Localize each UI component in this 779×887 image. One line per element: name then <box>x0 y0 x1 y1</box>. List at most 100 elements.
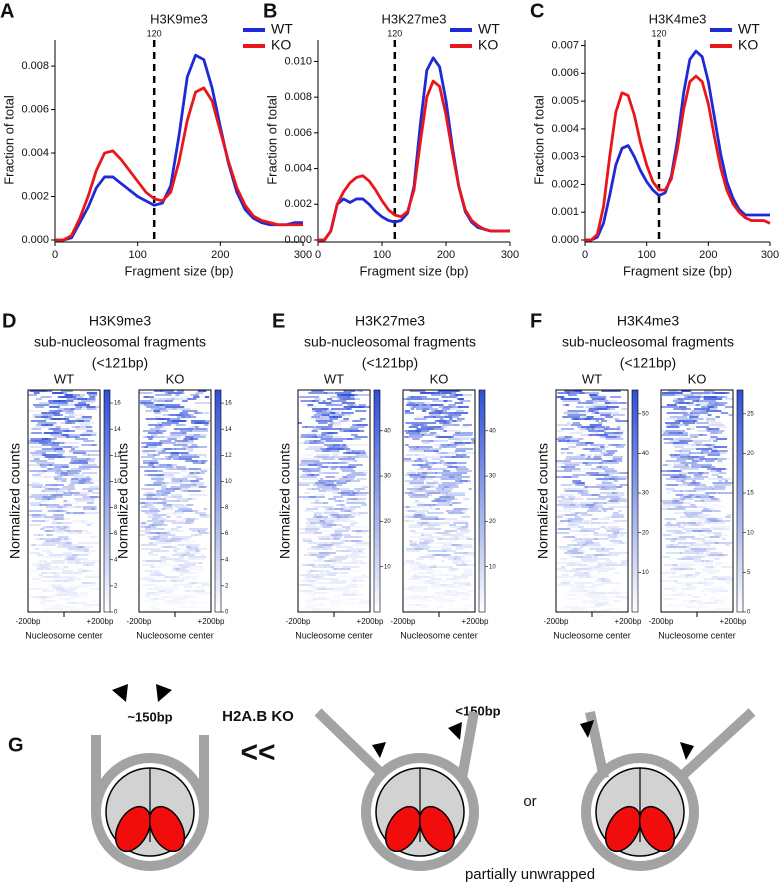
heatmap-texture <box>598 572 602 574</box>
heatmap-texture <box>665 488 674 490</box>
heatmap-texture <box>58 508 62 510</box>
heatmap-texture <box>313 426 332 428</box>
heatmap-texture <box>40 500 44 502</box>
heatmap-texture <box>454 464 465 466</box>
heatmap-texture <box>142 524 146 526</box>
heatmap-texture <box>587 524 593 526</box>
heatmap-texture <box>299 590 316 592</box>
heatmap-texture <box>435 498 454 500</box>
heatmap-texture <box>448 540 456 542</box>
heatmap-texture <box>438 484 458 486</box>
heatmap-texture <box>592 584 603 586</box>
heatmap-texture <box>725 544 730 546</box>
heatmap-texture <box>320 582 330 584</box>
heatmap-texture <box>592 598 604 600</box>
heatmap-texture <box>417 446 433 448</box>
heatmap-texture <box>429 536 445 538</box>
heatmap-texture <box>578 438 583 440</box>
heatmap-texture <box>603 540 618 542</box>
heatmap-texture <box>182 400 188 402</box>
heatmap-texture <box>336 550 343 552</box>
heatmap-texture <box>148 438 152 440</box>
heatmap-texture <box>142 560 161 562</box>
heatmap-texture <box>587 456 590 458</box>
heatmap-texture <box>568 544 580 546</box>
heatmap-texture <box>307 596 326 598</box>
heatmap-texture <box>300 562 315 564</box>
heatmap-texture <box>144 470 163 472</box>
heatmap-texture <box>148 432 163 434</box>
heatmap-texture <box>54 466 68 468</box>
heatmap-texture <box>433 450 438 452</box>
heatmap-texture <box>704 536 721 538</box>
heatmap-texture <box>446 600 454 602</box>
heatmap-texture <box>34 458 40 460</box>
heatmap-texture <box>348 494 366 496</box>
heatmap-texture <box>64 504 72 506</box>
heatmap-texture <box>189 528 208 530</box>
x-tick-label: -200bp <box>16 617 41 626</box>
heatmap-texture <box>49 494 62 496</box>
heatmap-texture <box>423 528 441 530</box>
heatmap-texture <box>80 598 90 600</box>
heatmap-texture <box>709 572 716 574</box>
heatmap-texture <box>349 464 363 466</box>
heatmap-texture <box>196 478 203 480</box>
heatmap-texture <box>424 580 433 582</box>
heatmap-texture <box>714 510 718 512</box>
heatmap-texture <box>446 510 450 512</box>
heatmap-texture <box>186 520 194 522</box>
heatmap-texture <box>592 398 605 400</box>
heatmap-texture <box>65 430 75 432</box>
heatmap-texture <box>573 474 587 476</box>
heatmap-texture <box>593 446 608 448</box>
heatmap-texture <box>698 548 716 550</box>
heatmap-texture <box>456 548 463 550</box>
heatmap-texture <box>713 430 718 432</box>
chart-title: sub-nucleosomal fragments <box>34 334 206 350</box>
heatmap-texture <box>676 434 688 436</box>
heatmap-texture <box>663 556 670 558</box>
heatmap-texture <box>150 510 159 512</box>
heatmap-texture <box>341 460 354 462</box>
heatmap-texture <box>316 484 336 486</box>
heatmap-texture <box>354 562 368 564</box>
heatmap-texture <box>324 512 339 514</box>
heatmap-texture <box>313 592 329 594</box>
heatmap-texture <box>440 418 444 420</box>
heatmap-texture <box>348 466 355 468</box>
heatmap-texture <box>581 426 593 428</box>
heatmap-texture <box>71 478 78 480</box>
heatmap-texture <box>591 432 599 434</box>
heatmap-texture <box>62 486 74 488</box>
heatmap-texture <box>606 560 612 562</box>
heatmap-texture <box>54 478 57 480</box>
heatmap-texture <box>92 444 96 446</box>
heatmap-texture <box>561 448 569 450</box>
heatmap-texture <box>62 572 77 574</box>
heatmap-texture <box>360 418 366 420</box>
heatmap-texture <box>352 530 369 532</box>
heatmap-texture <box>334 516 341 518</box>
heatmap-texture <box>164 436 181 438</box>
panel-letter: B <box>263 0 277 22</box>
heatmap-texture <box>701 450 709 452</box>
heatmap-texture <box>68 410 73 412</box>
heatmap-texture <box>316 454 329 456</box>
x-tick-label: 200 <box>699 249 717 261</box>
heatmap-texture <box>417 428 434 430</box>
heatmap-texture <box>461 606 475 608</box>
heatmap-texture <box>333 428 343 430</box>
heatmap-texture <box>464 514 468 516</box>
heatmap-texture <box>408 510 429 512</box>
heatmap-texture <box>79 420 90 422</box>
heatmap-texture <box>709 550 727 552</box>
heatmap-texture <box>406 422 423 424</box>
heatmap-texture <box>410 492 417 494</box>
heatmap-texture <box>34 582 39 584</box>
heatmap-texture <box>160 520 175 522</box>
heatmap-texture <box>47 498 56 500</box>
heatmap-texture <box>31 504 42 506</box>
heatmap-texture <box>190 394 198 396</box>
heatmap-texture <box>407 516 425 518</box>
